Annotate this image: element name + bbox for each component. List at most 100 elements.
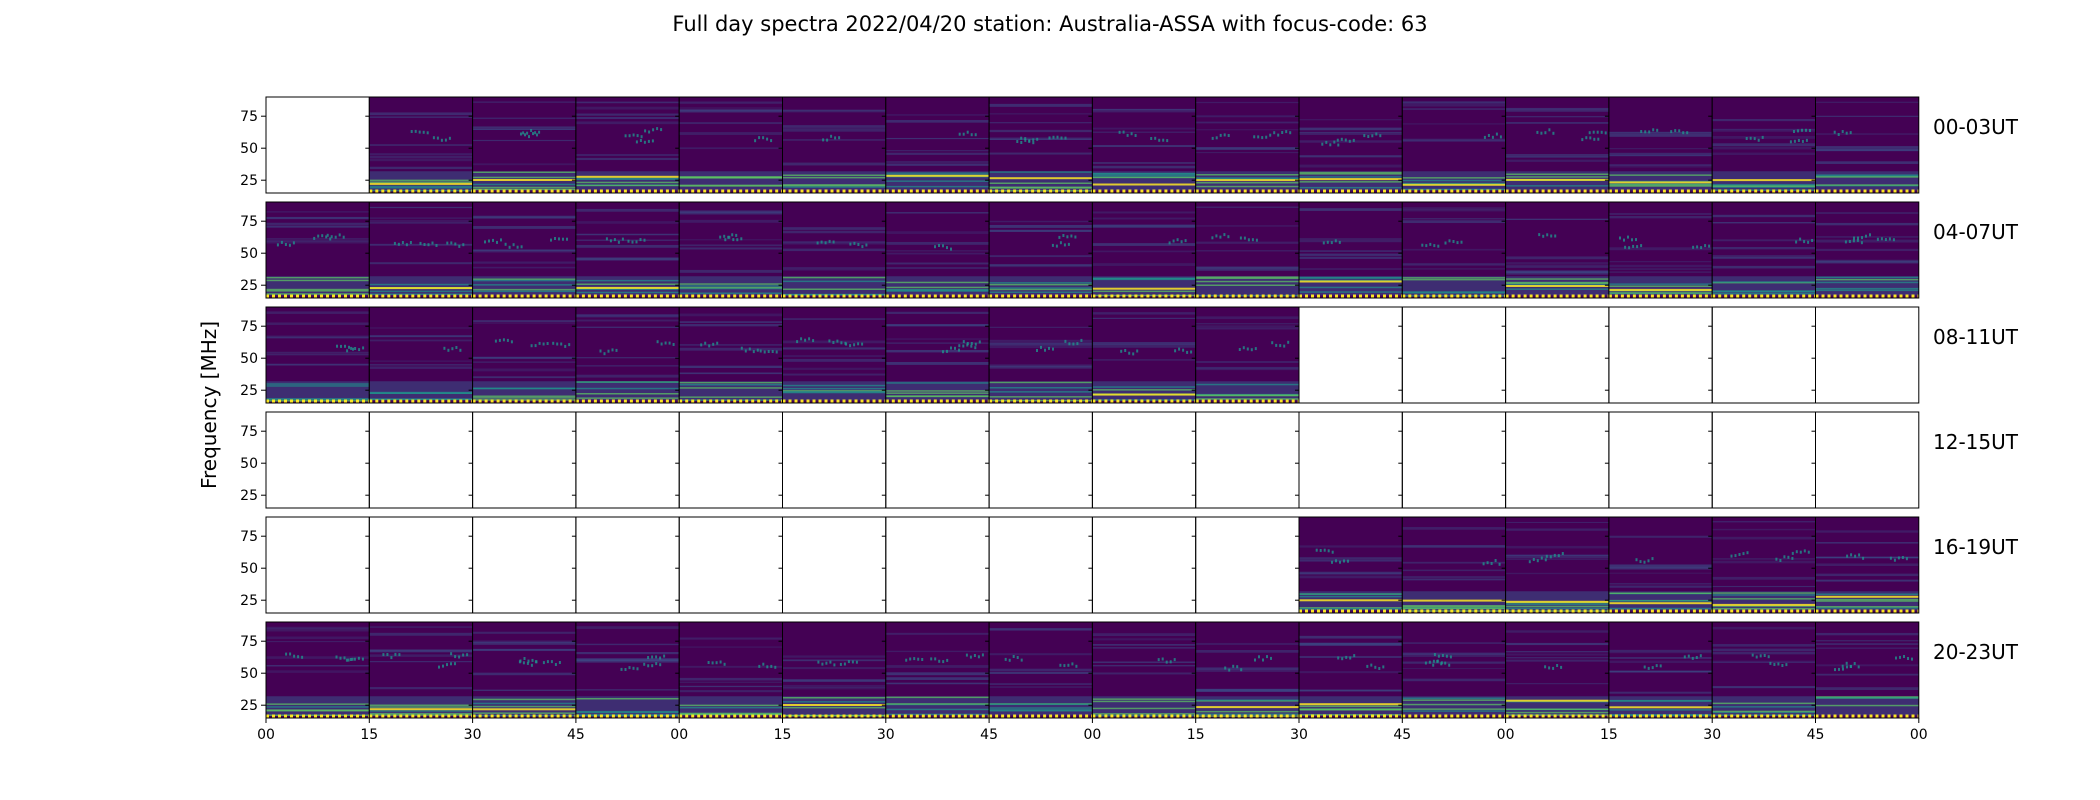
panel-frame xyxy=(988,411,1093,509)
spectrum-burst xyxy=(762,136,765,140)
interference-line xyxy=(575,283,680,285)
spectrum-band xyxy=(1195,101,1299,104)
interference-line xyxy=(1402,177,1506,179)
spectrum-burst xyxy=(1553,553,1556,557)
spectrum-band xyxy=(266,351,370,354)
spectrum-burst xyxy=(1242,346,1245,350)
spectrum-burst xyxy=(350,346,353,350)
interference-line xyxy=(1402,291,1506,293)
interference-line xyxy=(1402,599,1506,602)
spectrum-band xyxy=(885,665,990,668)
spectrum-burst xyxy=(651,655,654,659)
spectrum-burst xyxy=(1340,137,1343,141)
spectrum-band xyxy=(1402,661,1506,664)
panel-frame xyxy=(885,411,990,509)
spectrum-band xyxy=(1815,664,1919,667)
spectrum-burst xyxy=(1285,130,1288,134)
spectrum-band xyxy=(989,672,1093,674)
empty-panel xyxy=(365,516,474,614)
spectrum-burst xyxy=(1838,667,1840,671)
spectrum-band xyxy=(1608,535,1713,538)
spectrum-burst xyxy=(1251,238,1254,242)
spectrum-band xyxy=(1608,268,1713,270)
spectrum-band xyxy=(1092,224,1196,228)
spectrum-burst xyxy=(1643,560,1646,564)
spectrum-burst xyxy=(958,344,961,348)
spectrum-band xyxy=(1092,109,1196,113)
spectrum-burst xyxy=(808,337,811,341)
low-frequency-band xyxy=(1712,276,1816,296)
spectrum-burst xyxy=(651,139,654,143)
x-tick-label: 00 xyxy=(1910,727,1928,743)
spectrum-burst xyxy=(970,133,973,137)
spectrum-band xyxy=(266,640,370,643)
interference-line xyxy=(1712,281,1816,283)
spectrum-burst xyxy=(1074,235,1077,239)
spectrum-burst xyxy=(358,348,361,352)
spectrum-band xyxy=(266,225,370,228)
interference-line xyxy=(1712,607,1816,610)
spectrum-band xyxy=(1092,633,1196,637)
spectrum-burst xyxy=(719,235,722,239)
spectrum-burst xyxy=(643,238,646,242)
spectrum-panel xyxy=(1811,96,1920,194)
spectrum-burst xyxy=(343,656,346,660)
spectrum-band xyxy=(1092,131,1196,133)
spectrum-band xyxy=(1299,635,1403,639)
spectrum-burst xyxy=(1255,238,1258,242)
interference-line xyxy=(575,711,680,714)
spectrum-burst xyxy=(1063,664,1066,668)
spectrum-burst xyxy=(1907,657,1909,660)
panel-frame xyxy=(368,411,474,509)
spectrum-burst xyxy=(1769,661,1772,665)
panel-frame xyxy=(988,516,1093,614)
interference-line xyxy=(369,392,473,394)
spectrum-band xyxy=(679,210,783,214)
spectrum-band xyxy=(1815,236,1919,238)
spectrum-band xyxy=(575,643,680,646)
spectrum-burst xyxy=(484,240,486,244)
spectrum-burst xyxy=(716,341,719,345)
spectrum-panel xyxy=(1811,516,1920,614)
spectrum-burst xyxy=(1032,141,1035,145)
spectrum-band xyxy=(1299,560,1403,562)
spectrum-burst xyxy=(325,235,328,239)
spectrum-band xyxy=(472,368,576,372)
spectrum-band xyxy=(1195,689,1299,693)
spectrum-burst xyxy=(1335,559,1337,563)
spectrum-band xyxy=(369,155,473,159)
spectrum-burst xyxy=(531,658,534,662)
interference-line xyxy=(1712,185,1816,187)
spectrum-burst xyxy=(1254,347,1257,351)
spectrum-burst xyxy=(562,237,564,241)
spectrum-burst xyxy=(1132,352,1135,356)
spectrum-burst xyxy=(1239,236,1242,240)
panel-frame xyxy=(1298,306,1403,404)
spectrum-band xyxy=(575,244,680,248)
interference-line xyxy=(369,189,473,192)
spectrum-burst xyxy=(962,132,965,136)
spectrum-band xyxy=(1195,642,1299,645)
interference-line xyxy=(885,703,990,705)
spectrum-burst xyxy=(672,343,675,346)
spectrum-burst xyxy=(766,665,769,669)
spectrum-burst xyxy=(1499,135,1502,139)
spectrum-burst xyxy=(462,243,465,247)
spectrum-band xyxy=(266,222,370,225)
interference-line xyxy=(1608,285,1713,287)
spectrum-band xyxy=(989,229,1093,232)
spectrum-burst xyxy=(1032,138,1035,142)
interference-line xyxy=(989,387,1093,389)
spectrum-burst xyxy=(609,239,612,243)
interference-line xyxy=(1195,284,1299,286)
spectrum-panel xyxy=(1398,516,1507,614)
interference-line xyxy=(1712,290,1816,293)
interference-line xyxy=(989,190,1093,192)
interference-line xyxy=(472,290,576,293)
spectrum-band xyxy=(575,106,680,110)
y-tick-label: 50 xyxy=(240,666,258,682)
spectrum-burst xyxy=(346,349,349,353)
spectrum-burst xyxy=(1491,135,1494,139)
